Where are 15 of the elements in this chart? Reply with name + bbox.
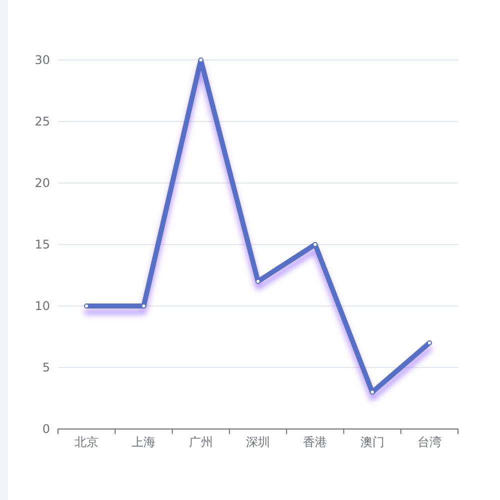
y-tick-label: 30	[34, 53, 50, 67]
x-tick-label: 香港	[303, 435, 328, 449]
y-tick-label: 10	[34, 299, 50, 313]
x-tick-label: 上海	[132, 435, 156, 449]
y-tick-label: 15	[34, 238, 50, 252]
x-tick-label: 澳门	[360, 435, 384, 449]
x-tick-label: 广州	[188, 435, 213, 449]
y-tick-label: 0	[42, 422, 50, 436]
x-tick-label: 台湾	[417, 435, 442, 449]
x-tick-label: 北京	[74, 435, 99, 449]
y-tick-label: 5	[42, 360, 50, 374]
point	[426, 340, 432, 346]
x-tick-label: 深圳	[246, 435, 270, 449]
y-tick-label: 25	[34, 114, 50, 128]
y-tick-label: 20	[34, 176, 50, 190]
